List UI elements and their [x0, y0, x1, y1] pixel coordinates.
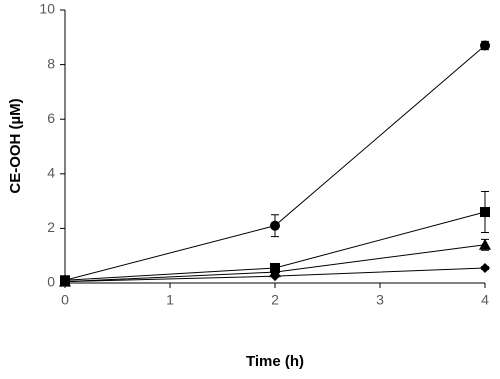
- x-tick-label: 2: [271, 292, 279, 308]
- y-tick-label: 6: [47, 110, 55, 126]
- x-axis-label: Time (h): [246, 353, 304, 370]
- y-tick-label: 2: [47, 219, 55, 235]
- marker: [480, 207, 490, 218]
- marker: [480, 40, 490, 51]
- y-tick-label: 10: [39, 1, 55, 17]
- x-tick-label: 3: [376, 292, 384, 308]
- marker: [479, 238, 491, 250]
- y-tick-label: 0: [47, 274, 55, 290]
- y-tick-label: 4: [47, 165, 55, 181]
- x-tick-label: 4: [481, 292, 489, 308]
- x-tick-label: 0: [61, 292, 69, 308]
- marker: [480, 262, 490, 273]
- x-tick-label: 1: [166, 292, 174, 308]
- y-tick-label: 8: [47, 55, 55, 71]
- y-axis-label: CE-OOH (µM): [7, 98, 24, 193]
- series-line: [64, 45, 486, 281]
- marker: [270, 271, 280, 282]
- marker: [60, 276, 70, 287]
- marker: [270, 220, 280, 231]
